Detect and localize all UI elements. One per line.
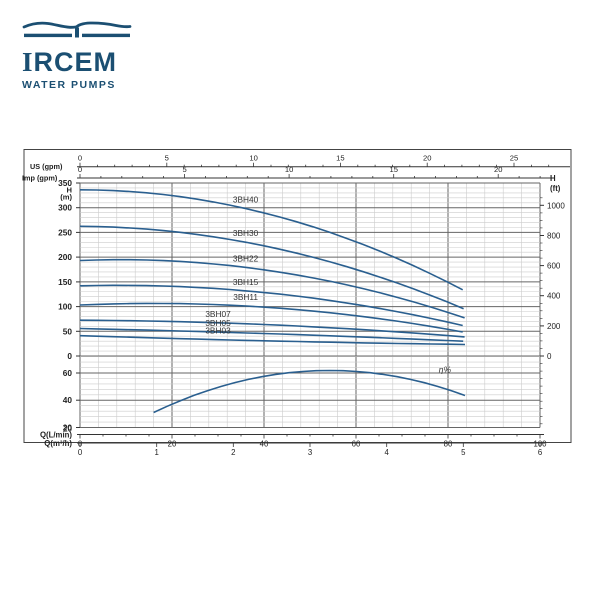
svg-text:25: 25: [510, 154, 518, 163]
svg-text:15: 15: [389, 165, 397, 174]
svg-text:H: H: [550, 174, 556, 183]
svg-text:5: 5: [165, 154, 169, 163]
svg-text:0: 0: [547, 352, 552, 361]
svg-text:100: 100: [58, 302, 72, 312]
svg-text:800: 800: [547, 232, 561, 241]
svg-text:200: 200: [58, 252, 72, 262]
svg-text:6: 6: [538, 448, 542, 457]
svg-text:0: 0: [67, 351, 72, 361]
svg-text:400: 400: [547, 292, 561, 301]
svg-text:20: 20: [423, 154, 431, 163]
svg-text:η%: η%: [439, 365, 452, 375]
svg-text:3BH03: 3BH03: [205, 326, 231, 336]
svg-text:3: 3: [308, 448, 312, 457]
svg-text:20: 20: [168, 440, 177, 449]
svg-text:4: 4: [385, 448, 390, 457]
svg-text:3BH15: 3BH15: [233, 277, 259, 287]
svg-text:40: 40: [63, 395, 73, 405]
svg-text:0: 0: [78, 154, 82, 163]
svg-text:3BH30: 3BH30: [233, 228, 259, 238]
svg-text:600: 600: [547, 262, 561, 271]
svg-text:2: 2: [231, 448, 235, 457]
svg-text:20: 20: [494, 165, 502, 174]
svg-text:0: 0: [78, 448, 83, 457]
svg-text:3BH11: 3BH11: [233, 292, 258, 302]
svg-text:Imp (gpm): Imp (gpm): [22, 173, 58, 182]
svg-text:5: 5: [182, 165, 186, 174]
svg-text:1: 1: [155, 448, 159, 457]
svg-text:40: 40: [260, 440, 269, 449]
svg-text:5: 5: [461, 448, 466, 457]
svg-text:(m): (m): [60, 193, 72, 202]
svg-text:3BH40: 3BH40: [233, 195, 259, 205]
svg-text:60: 60: [352, 440, 361, 449]
svg-text:15: 15: [336, 154, 344, 163]
svg-text:10: 10: [249, 154, 257, 163]
svg-text:200: 200: [547, 322, 561, 331]
svg-text:150: 150: [58, 277, 72, 287]
svg-text:(ft): (ft): [550, 184, 561, 193]
svg-text:250: 250: [58, 227, 72, 237]
svg-text:300: 300: [58, 203, 72, 213]
svg-text:0: 0: [78, 165, 82, 174]
svg-text:10: 10: [285, 165, 293, 174]
svg-text:1000: 1000: [547, 201, 565, 210]
svg-text:Q(m³/h): Q(m³/h): [44, 439, 72, 448]
svg-text:3BH22: 3BH22: [233, 253, 259, 263]
svg-text:50: 50: [63, 326, 73, 336]
svg-text:80: 80: [444, 440, 453, 449]
svg-text:60: 60: [63, 368, 73, 378]
svg-text:US (gpm): US (gpm): [30, 162, 63, 171]
